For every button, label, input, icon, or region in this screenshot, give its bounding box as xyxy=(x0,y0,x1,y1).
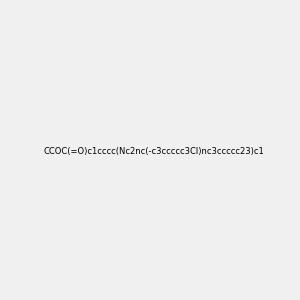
Text: CCOC(=O)c1cccc(Nc2nc(-c3ccccc3Cl)nc3ccccc23)c1: CCOC(=O)c1cccc(Nc2nc(-c3ccccc3Cl)nc3cccc… xyxy=(44,147,264,156)
